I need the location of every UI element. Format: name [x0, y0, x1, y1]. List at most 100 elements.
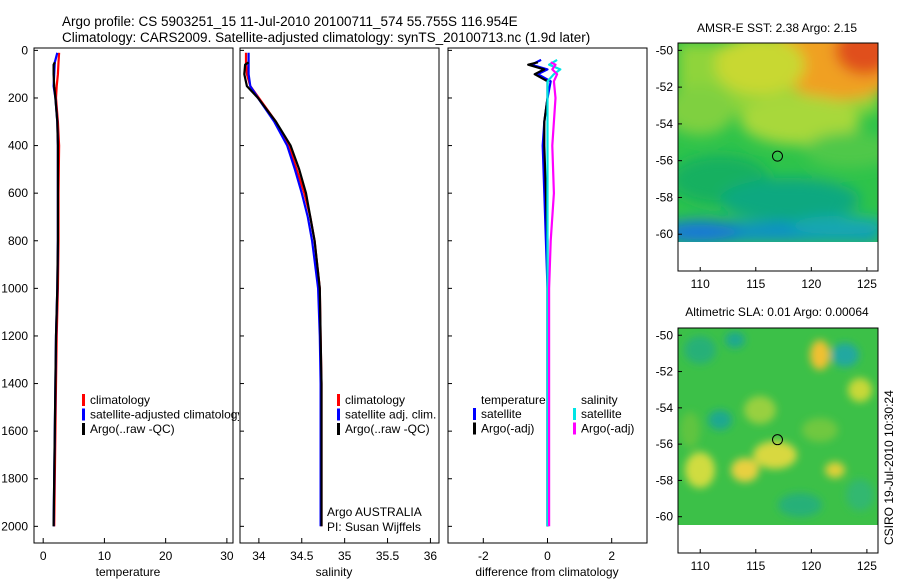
- difference-panel: -2 0 2 temperaturesatelliteArgo(-adj)salin…: [447, 47, 648, 579]
- sst-argo-location-marker: [771, 150, 783, 162]
- salinity-profiles: [243, 52, 323, 527]
- profile-line: [527, 61, 549, 527]
- sla-map: Altimetric SLA: 0.01 Argo: 0.00064: [656, 305, 879, 573]
- title-line-1: Argo profile: CS 5903251_15 11-Jul-2010 …: [62, 14, 518, 29]
- title-line-2: Climatology: CARS2009. Satellite-adjuste…: [62, 30, 590, 45]
- x-tick-label: 20: [159, 549, 173, 563]
- map-y-tick-label: -56: [656, 437, 674, 451]
- temperature-panel: 0 10 20 30 0 200 400 600 800 1000 1200 1400 1600 1800…: [1, 43, 243, 579]
- map-x-tick-label: 115: [746, 277, 765, 291]
- legend-swatch: [473, 422, 476, 435]
- sla-map-frame: [677, 327, 879, 554]
- credit-timestamp: CSIRO 19-Jul-2010 10:30:24: [882, 390, 896, 545]
- profile-line: [243, 61, 323, 527]
- sst-map-frame: [677, 42, 879, 272]
- legend-swatch: [337, 423, 340, 435]
- profile-line: [546, 58, 562, 527]
- difference-profiles: [527, 58, 562, 527]
- y-tick-label: 2000: [1, 519, 28, 533]
- map-x-tick-label: 125: [857, 559, 877, 573]
- map-y-tick-label: -54: [656, 117, 674, 131]
- map-x-tick-label: 120: [801, 559, 821, 573]
- temperature-axes-box: [33, 47, 234, 544]
- x-tick-label: 30: [220, 549, 234, 563]
- legend-swatch: [337, 394, 340, 406]
- map-y-tick-label: -50: [656, 43, 674, 57]
- sla-argo-location-marker: [771, 434, 783, 446]
- sla-field: [678, 328, 878, 525]
- x-tick-label: 10: [98, 549, 112, 563]
- map-y-tick-label: -52: [656, 80, 674, 94]
- temperature-profiles: [52, 52, 61, 527]
- difference-legend: temperaturesatelliteArgo(-adj)salinitysa…: [473, 393, 634, 436]
- profile-line: [547, 61, 559, 527]
- profile-line: [52, 61, 60, 527]
- legend-label: climatology: [90, 393, 150, 407]
- legend-label: satellite-adjusted climatology: [90, 408, 243, 422]
- legend-heading: salinity: [581, 393, 618, 407]
- legend-label: Argo(..raw -QC): [345, 422, 430, 436]
- legend-swatch: [82, 408, 85, 421]
- y-tick-label: 1800: [1, 472, 28, 486]
- map-x-tick-label: 125: [857, 277, 877, 291]
- map-y-tick-label: -50: [656, 328, 674, 342]
- legend-swatch: [337, 408, 340, 421]
- x-tick-label: 0: [40, 549, 47, 563]
- sst-map-ticks: 110 115 120 125 -50 -52 -54 -56 -58 -60: [656, 43, 878, 291]
- map-x-tick-label: 120: [801, 277, 821, 291]
- map-y-tick-label: -52: [656, 365, 674, 379]
- x-tick-label: -2: [478, 549, 489, 563]
- map-x-tick-label: 115: [746, 559, 765, 573]
- x-tick-label: 34.5: [290, 549, 314, 563]
- legend-label: satellite adj. clim.: [345, 408, 436, 422]
- y-tick-label: 400: [8, 139, 28, 153]
- map-x-tick-label: 110: [691, 277, 710, 291]
- x-tick-label: 34: [252, 549, 266, 563]
- legend-swatch: [573, 408, 576, 420]
- legend-swatch: [82, 394, 85, 406]
- map-y-tick-label: -60: [656, 227, 674, 241]
- x-tick-label: 36: [424, 549, 438, 563]
- sst-field: [678, 43, 878, 242]
- y-tick-label: 600: [8, 186, 28, 200]
- argo-credit-line-2: PI: Susan Wijffels: [327, 520, 421, 534]
- legend-label: satellite: [581, 407, 622, 421]
- y-tick-label: 1600: [1, 424, 28, 438]
- x-tick-label: 0: [544, 549, 551, 563]
- legend-label: Argo(..raw -QC): [90, 422, 175, 436]
- map-y-tick-label: -58: [656, 190, 674, 204]
- legend-swatch: [82, 423, 85, 435]
- legend-label: climatology: [345, 393, 405, 407]
- map-y-tick-label: -60: [656, 510, 674, 524]
- profile-line: [244, 52, 323, 527]
- y-tick-label: 1400: [1, 377, 28, 391]
- sla-map-ticks: 110 115 120 125 -50 -52 -54 -56 -58 -60: [656, 328, 878, 573]
- legend-heading: temperature: [481, 393, 546, 407]
- x-tick-label: 35: [338, 549, 352, 563]
- legend-swatch: [573, 422, 576, 435]
- map-x-tick-label: 110: [691, 559, 710, 573]
- map-y-tick-label: -54: [656, 401, 674, 415]
- sla-map-title: Altimetric SLA: 0.01 Argo: 0.00064: [685, 305, 869, 319]
- sst-map: AMSR-E SST: 2.38 Argo: 2.15 110 115 120 125…: [656, 21, 879, 291]
- y-tick-label: 800: [8, 234, 28, 248]
- map-y-tick-label: -56: [656, 154, 674, 168]
- y-tick-label: 1200: [1, 329, 28, 343]
- y-tick-label: 200: [8, 91, 28, 105]
- salinity-ticks: 34 34.5 35 35.5 36: [240, 49, 438, 563]
- argo-credit-line-1: Argo AUSTRALIA: [327, 505, 422, 519]
- temperature-ticks: 0 10 20 30 0 200 400 600 800 1000 1200 1400 1600 1800…: [1, 43, 234, 563]
- y-tick-label: 0: [21, 43, 28, 57]
- x-tick-label: 2: [608, 549, 615, 563]
- legend-swatch: [473, 408, 476, 420]
- legend-label: Argo(-adj): [481, 422, 534, 436]
- salinity-axes-box: [239, 47, 440, 544]
- difference-xlabel: difference from climatology: [475, 565, 618, 579]
- y-tick-label: 1000: [1, 281, 28, 295]
- legend-label: satellite: [481, 407, 522, 421]
- profile-line: [247, 52, 322, 527]
